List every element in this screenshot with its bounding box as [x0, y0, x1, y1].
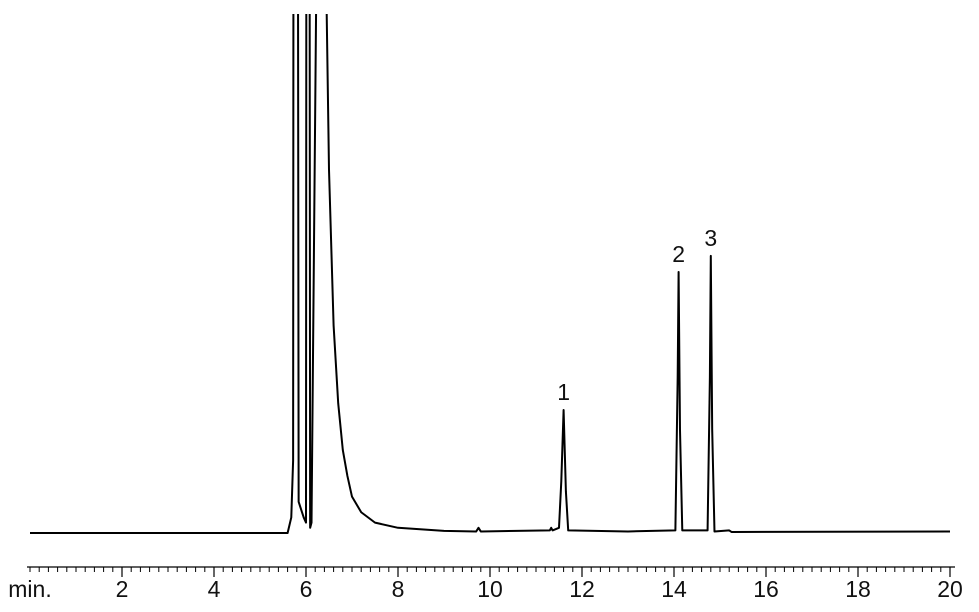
x-tick-label: 6 [300, 576, 313, 602]
x-tick-label: 16 [753, 576, 779, 602]
x-tick-label: 12 [569, 576, 595, 602]
peak-label: 3 [704, 225, 717, 251]
x-tick-label: 2 [116, 576, 129, 602]
x-axis-label: min. [8, 576, 51, 602]
peak-label: 2 [672, 241, 685, 267]
x-tick-label: 10 [477, 576, 503, 602]
x-tick-label: 4 [208, 576, 221, 602]
x-tick-label: 18 [845, 576, 871, 602]
trace [30, 14, 951, 534]
x-tick-label: 20 [937, 576, 963, 602]
peak-label: 1 [557, 379, 570, 405]
x-tick-label: 14 [661, 576, 687, 602]
x-tick-label: 8 [392, 576, 405, 602]
